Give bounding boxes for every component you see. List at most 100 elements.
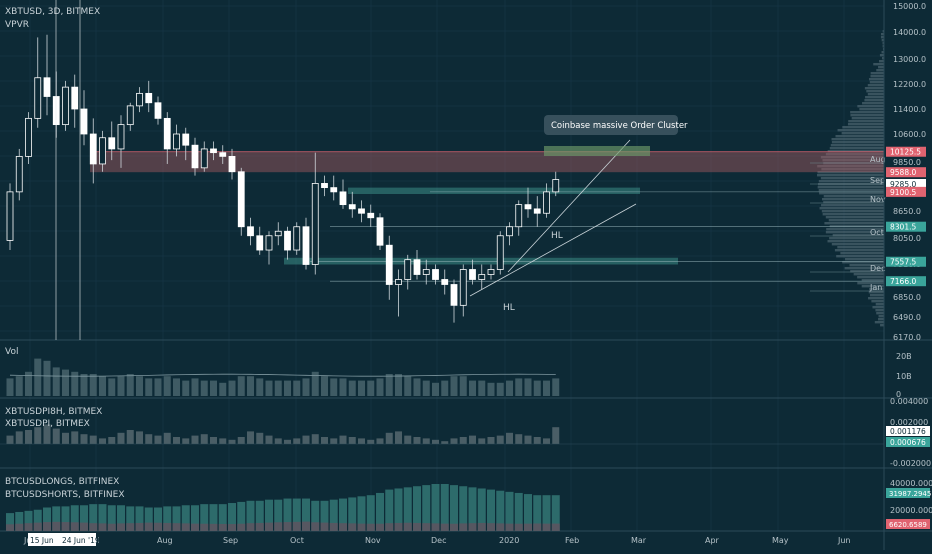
vol-axis-20b: 20B	[896, 352, 912, 361]
volume-profile-bar	[837, 246, 884, 248]
pi-bar	[256, 433, 263, 444]
shorts-bar	[311, 522, 319, 531]
candle-body	[451, 285, 457, 306]
volume-bar	[414, 378, 421, 396]
shorts-bar	[80, 523, 88, 531]
candle-body	[35, 78, 41, 119]
volume-bar	[99, 376, 106, 396]
pi-bar	[7, 436, 14, 444]
pi-bar	[62, 433, 69, 444]
pi-bar	[201, 434, 208, 444]
shorts-bar	[432, 523, 440, 531]
candle-body	[497, 236, 503, 270]
price-tick-label: 13000.0	[893, 55, 926, 64]
candle-body	[368, 213, 374, 218]
volume-bar	[201, 381, 208, 396]
ls-value2: 6620.6589	[889, 521, 927, 529]
pi-bar	[108, 437, 115, 444]
pi-bar	[303, 436, 310, 444]
volume-bar	[164, 376, 171, 396]
volume-bar	[451, 376, 458, 396]
volume-profile-bar	[821, 204, 884, 206]
pi-bar	[284, 440, 291, 444]
time-tick-label: Feb	[565, 536, 579, 545]
time-tick-label: Jun	[837, 536, 851, 545]
volume-profile-bar	[836, 255, 884, 257]
vol-axis-10b: 10B	[896, 372, 912, 381]
candle-body	[294, 227, 300, 250]
volume-bar	[229, 381, 236, 396]
shorts-bar	[441, 524, 449, 531]
volume-bar	[303, 378, 310, 396]
volume-profile-bar	[859, 108, 884, 110]
volume-profile-bar	[840, 252, 884, 254]
time-highlight: 15 Jun	[30, 536, 54, 545]
volume-profile-bar	[870, 294, 884, 296]
candle-body	[211, 149, 217, 153]
volume-bar	[404, 376, 411, 396]
candle-body	[155, 103, 161, 119]
price-tick-label: 6850.0	[893, 293, 921, 302]
shorts-bar	[404, 523, 412, 531]
candle-body	[516, 205, 522, 227]
time-highlight2: 24 Jun '19	[62, 536, 100, 545]
candle-body	[146, 93, 152, 102]
volume-bar	[497, 383, 504, 396]
pi-bar	[460, 437, 467, 444]
volume-profile-bar	[838, 129, 884, 131]
volume-profile-bar	[848, 123, 884, 125]
shorts-bar	[200, 524, 208, 531]
pi-title1: XBTUSDPI8H, BITMEX	[5, 407, 102, 417]
volume-profile-bar	[850, 114, 884, 116]
time-tick-label: May	[772, 536, 789, 545]
month-marker-label: Dec	[870, 264, 885, 273]
shorts-bar	[191, 524, 199, 531]
main-indicator: VPVR	[5, 20, 29, 30]
shorts-bar	[52, 522, 60, 531]
candle-body	[331, 188, 337, 192]
volume-profile-bar	[818, 186, 884, 188]
volume-bar	[155, 378, 162, 396]
candle-body	[405, 260, 411, 280]
time-tick-label: 2020	[499, 536, 519, 545]
time-tick-label: Nov	[365, 536, 381, 545]
shorts-bar	[533, 524, 541, 531]
pi-bar	[34, 427, 41, 444]
volume-bar	[34, 359, 41, 396]
candle-body	[442, 280, 448, 285]
pi-value1: 0.001176	[890, 427, 926, 436]
volume-bar	[53, 367, 60, 396]
volume-bar	[81, 374, 88, 396]
pi-bar	[127, 430, 134, 444]
volume-profile-bar	[820, 207, 884, 209]
shorts-bar	[469, 523, 477, 531]
pi-bar	[451, 438, 458, 444]
volume-profile-bar	[875, 321, 884, 323]
shorts-bar	[219, 524, 227, 531]
pi-bar	[515, 434, 522, 444]
candle-body	[220, 153, 226, 157]
volume-profile-bar	[832, 243, 884, 245]
volume-profile-bar	[842, 126, 884, 128]
volume-bar	[525, 378, 532, 396]
pi-bar	[293, 438, 300, 444]
volume-bar	[71, 372, 78, 396]
volume-bar	[432, 383, 439, 396]
volume-bar	[423, 381, 430, 396]
price-label-text: 9588.0	[890, 168, 916, 177]
pi-bar	[238, 437, 245, 444]
volume-bar	[275, 381, 282, 396]
volume-bar	[284, 381, 291, 396]
shorts-bar	[71, 522, 79, 531]
hl-label-2: HL	[551, 231, 563, 241]
pi-bar	[210, 437, 217, 444]
candle-body	[349, 205, 355, 209]
volume-profile-bar	[826, 216, 884, 218]
candle-body	[377, 218, 383, 245]
pi-bar	[53, 429, 60, 444]
pi-bar	[275, 438, 282, 444]
volume-profile-bar	[829, 219, 884, 221]
shorts-bar	[228, 524, 236, 531]
volume-profile-bar	[831, 138, 884, 140]
volume-bar	[62, 370, 69, 396]
